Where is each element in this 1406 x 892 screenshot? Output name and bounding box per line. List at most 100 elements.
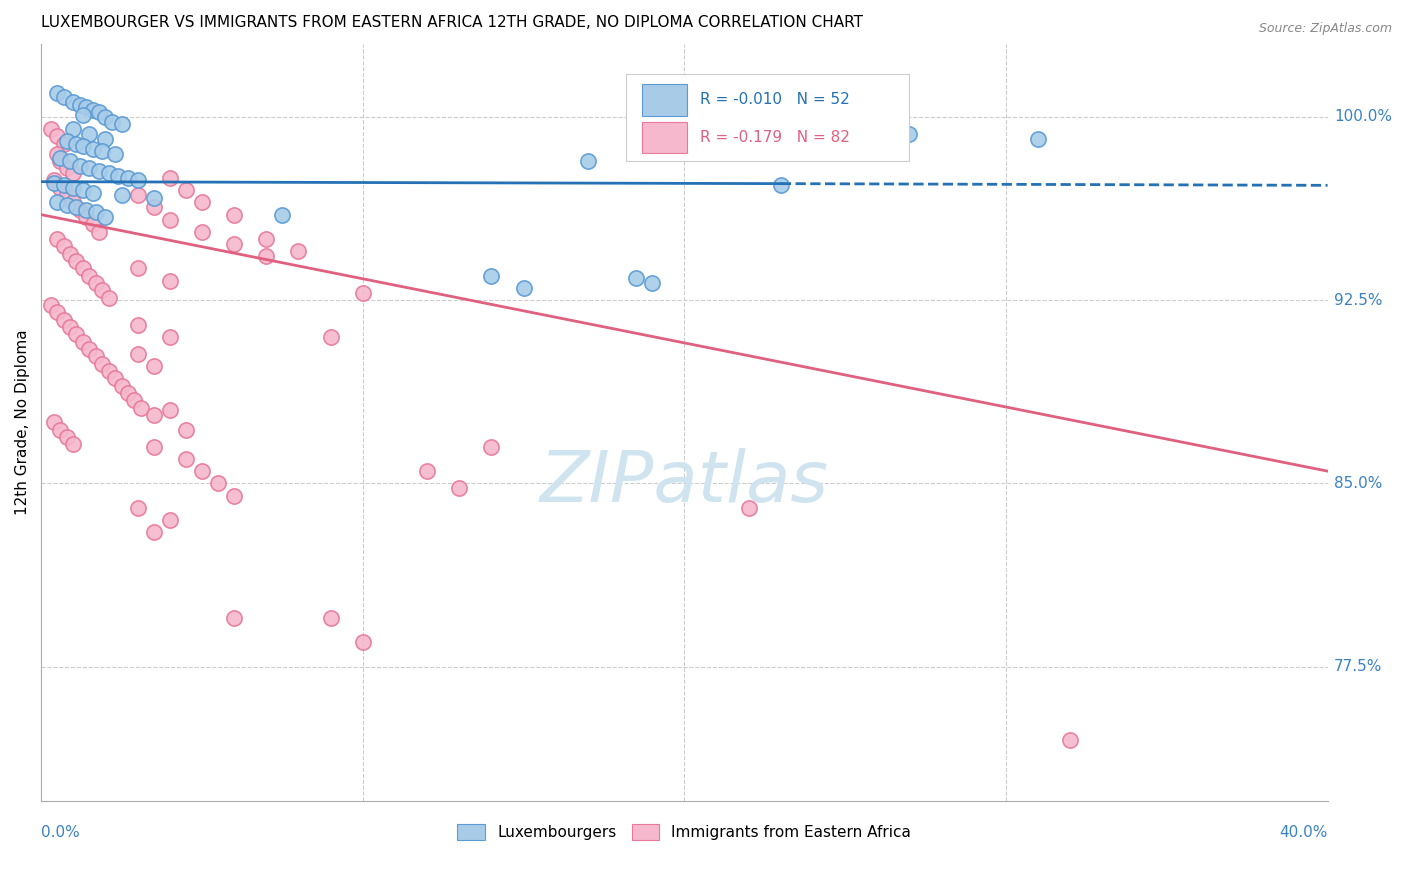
Point (159, 330, 181, 344)
Point (75, 202, 97, 217)
Point (174, 451, 197, 466)
Point (97, 364, 120, 378)
Point (56, 430, 79, 444)
Point (127, 500, 149, 515)
Point (84, 276, 107, 290)
Point (69, 97, 91, 112)
Point (104, 371, 127, 385)
Point (87, 225, 110, 239)
Point (129, 401, 152, 415)
Point (110, 378, 132, 392)
Point (641, 276, 664, 290)
Point (512, 281, 534, 295)
Point (59, 153, 82, 168)
Point (59, 320, 82, 334)
Point (62, 122, 84, 136)
Point (79, 268, 101, 283)
Point (84, 205, 107, 219)
Point (254, 232, 277, 246)
Legend: Luxembourgers, Immigrants from Eastern Africa: Luxembourgers, Immigrants from Eastern A… (451, 818, 917, 847)
Point (52, 90, 75, 104)
Point (75, 210, 97, 224)
Point (191, 195, 214, 210)
Point (52, 312, 75, 326)
Point (222, 236, 245, 251)
Text: Source: ZipAtlas.com: Source: ZipAtlas.com (1258, 22, 1392, 36)
Point (56, 188, 79, 202)
Point (72, 261, 94, 276)
FancyBboxPatch shape (643, 121, 688, 153)
Point (52, 178, 75, 193)
Point (271, 208, 294, 222)
Point (159, 212, 181, 227)
Point (46, 305, 69, 319)
Point (62, 166, 84, 180)
Point (117, 171, 139, 186)
Point (142, 440, 165, 454)
Point (319, 330, 342, 344)
Point (107, 169, 129, 183)
Point (319, 610, 342, 624)
Point (191, 464, 214, 478)
Point (624, 271, 647, 285)
Text: ZIPatlas: ZIPatlas (540, 449, 828, 517)
Point (46, 129, 69, 144)
Point (46, 146, 69, 161)
Point (75, 100, 97, 114)
Point (56, 134, 79, 148)
Point (101, 115, 124, 129)
Text: 77.5%: 77.5% (1334, 659, 1382, 674)
Point (117, 386, 139, 401)
Point (69, 159, 91, 173)
Point (222, 208, 245, 222)
Point (49, 423, 72, 437)
Text: LUXEMBOURGER VS IMMIGRANTS FROM EASTERN AFRICA 12TH GRADE, NO DIPLOMA CORRELATIO: LUXEMBOURGER VS IMMIGRANTS FROM EASTERN … (41, 15, 863, 30)
Point (62, 181, 84, 195)
Point (65, 254, 87, 268)
Point (142, 190, 165, 204)
Point (72, 183, 94, 197)
Point (39, 298, 62, 312)
Point (97, 166, 120, 180)
Point (94, 132, 117, 146)
Point (46, 232, 69, 246)
Point (142, 408, 165, 422)
Point (142, 200, 165, 214)
Text: R = -0.010   N = 52: R = -0.010 N = 52 (700, 92, 849, 107)
Point (1059, 732, 1081, 747)
Point (449, 481, 471, 495)
Point (84, 349, 107, 363)
Point (91, 284, 114, 298)
Text: 92.5%: 92.5% (1334, 293, 1382, 308)
Point (110, 117, 132, 131)
Text: 100.0%: 100.0% (1334, 110, 1392, 125)
Text: 85.0%: 85.0% (1334, 475, 1382, 491)
Point (142, 525, 165, 540)
Point (94, 210, 117, 224)
Point (673, 134, 696, 148)
Point (801, 129, 824, 144)
Text: 0.0%: 0.0% (41, 825, 80, 840)
Point (87, 105, 110, 120)
Point (52, 239, 75, 253)
Point (352, 635, 374, 649)
Point (69, 202, 91, 217)
Point (56, 161, 79, 176)
Point (49, 181, 72, 195)
Point (352, 285, 374, 300)
Point (49, 153, 72, 168)
Point (82, 218, 104, 232)
Point (191, 225, 214, 239)
Point (142, 359, 165, 373)
Point (769, 178, 792, 193)
Point (72, 107, 94, 121)
Point (79, 342, 101, 356)
Point (42, 415, 65, 429)
Point (174, 423, 197, 437)
Point (898, 127, 921, 141)
Point (79, 127, 101, 141)
Point (72, 139, 94, 153)
Point (159, 513, 181, 527)
Point (39, 122, 62, 136)
Text: 40.0%: 40.0% (1279, 825, 1327, 840)
